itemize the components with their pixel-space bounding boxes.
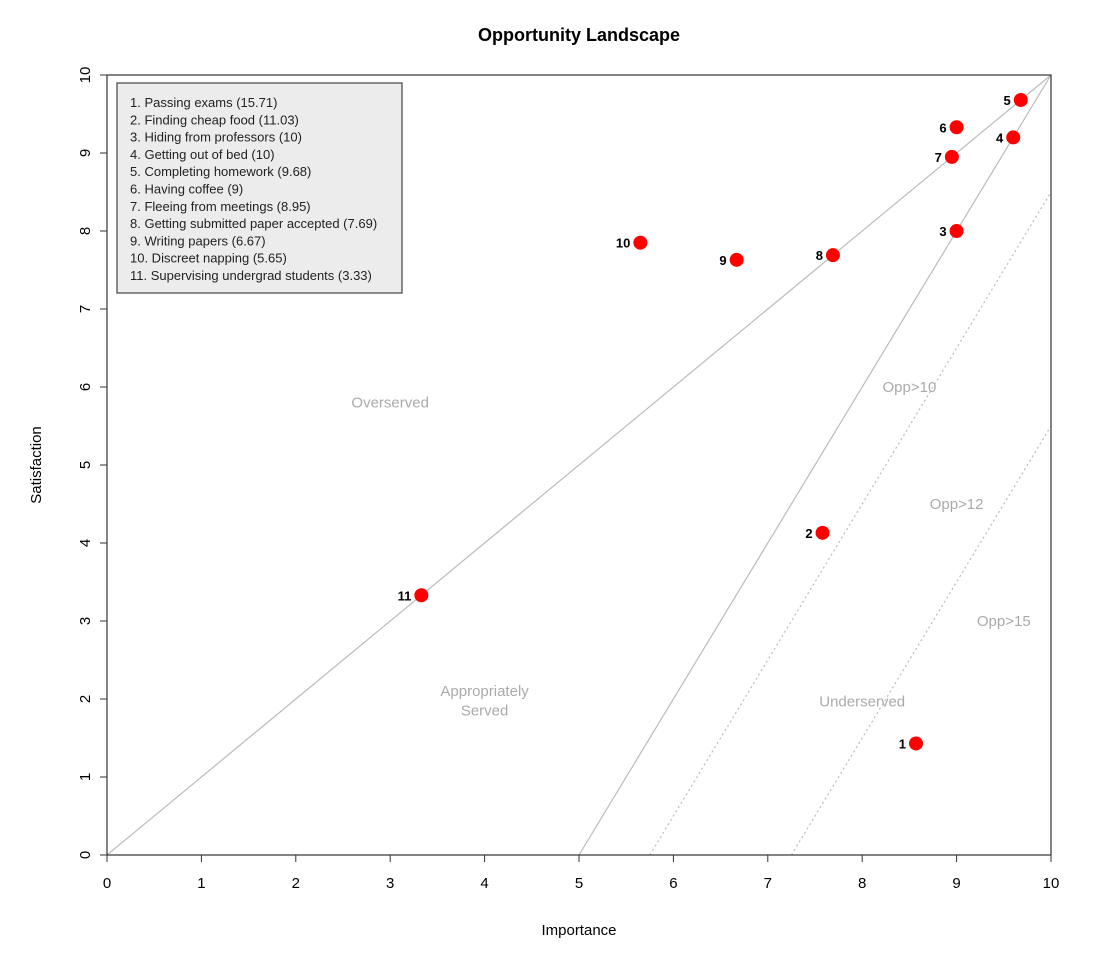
legend-entry: 4. Getting out of bed (10) (130, 147, 275, 162)
legend-box (116, 82, 403, 294)
x-tick-label: 0 (103, 875, 111, 892)
legend-entry: 5. Completing homework (9.68) (130, 164, 311, 179)
y-tick-label: 0 (77, 851, 94, 859)
point-label: 4 (996, 130, 1004, 145)
legend: 1. Passing exams (15.71) 2. Finding cheap… (116, 82, 403, 294)
x-tick-label: 5 (575, 875, 583, 892)
region-label: Underserved (819, 693, 905, 710)
region-label: Opp>15 (977, 613, 1031, 630)
data-point (949, 120, 964, 135)
region-label: Overserved (351, 395, 429, 412)
point-label: 8 (816, 248, 823, 263)
region-label: Opp>12 (930, 496, 984, 513)
point-label: 3 (939, 224, 946, 239)
y-tick-label: 9 (77, 149, 94, 157)
x-tick-label: 2 (292, 875, 300, 892)
data-point (944, 149, 959, 164)
region-label: Opp>10 (883, 379, 937, 396)
x-tick-label: 9 (952, 875, 960, 892)
point-label: 11 (398, 588, 412, 603)
x-axis-label: Importance (541, 922, 616, 939)
x-tick-label: 7 (764, 875, 772, 892)
point-label: 5 (1004, 93, 1011, 108)
region-label: Served (461, 703, 509, 720)
point-label: 2 (805, 526, 812, 541)
y-axis-label: Satisfaction (28, 426, 45, 504)
y-tick-label: 1 (77, 773, 94, 781)
point-label: 9 (719, 253, 726, 268)
y-tick-label: 7 (77, 305, 94, 313)
data-point (825, 248, 840, 263)
x-tick-label: 6 (669, 875, 677, 892)
legend-entry: 1. Passing exams (15.71) (130, 95, 277, 110)
point-label: 6 (939, 120, 946, 135)
data-point (909, 736, 924, 751)
legend-entry: 2. Finding cheap food (11.03) (130, 112, 299, 127)
legend-entry: 3. Hiding from professors (10) (130, 130, 302, 145)
data-point (1013, 92, 1028, 107)
y-tick-label: 4 (77, 539, 94, 547)
legend-entry: 10. Discreet napping (5.65) (130, 251, 287, 266)
data-point (633, 235, 648, 250)
data-point (949, 224, 964, 238)
data-point (815, 525, 830, 540)
x-tick-label: 8 (858, 875, 866, 892)
legend-entry: 6. Having coffee (9) (130, 182, 243, 197)
legend-entry: 7. Fleeing from meetings (8.95) (130, 199, 311, 214)
reference-line (578, 74, 1052, 856)
legend-entry: 8. Getting submitted paper accepted (7.6… (130, 216, 377, 231)
point-label: 7 (935, 150, 942, 165)
y-tick-label: 6 (77, 383, 94, 391)
data-point (729, 252, 744, 267)
point-label: 1 (899, 736, 906, 751)
reference-line (790, 425, 1052, 856)
legend-entry: 9. Writing papers (6.67) (130, 233, 266, 248)
legend-entry: 11. Supervising undergrad students (3.33… (130, 268, 372, 283)
x-tick-label: 4 (480, 875, 488, 892)
region-label: Appropriately (440, 683, 529, 700)
y-tick-label: 3 (77, 617, 94, 625)
y-tick-label: 8 (77, 227, 94, 235)
reference-line (649, 191, 1052, 856)
y-tick-label: 10 (77, 67, 94, 84)
x-tick-label: 3 (386, 875, 394, 892)
data-point (414, 588, 429, 603)
reference-line (106, 74, 1052, 856)
data-point (1006, 130, 1021, 145)
y-tick-label: 2 (77, 695, 94, 703)
y-tick-label: 5 (77, 461, 94, 469)
x-tick-label: 10 (1043, 875, 1060, 892)
x-tick-label: 1 (197, 875, 205, 892)
point-label: 10 (616, 236, 630, 251)
chart-title: Opportunity Landscape (478, 25, 680, 45)
